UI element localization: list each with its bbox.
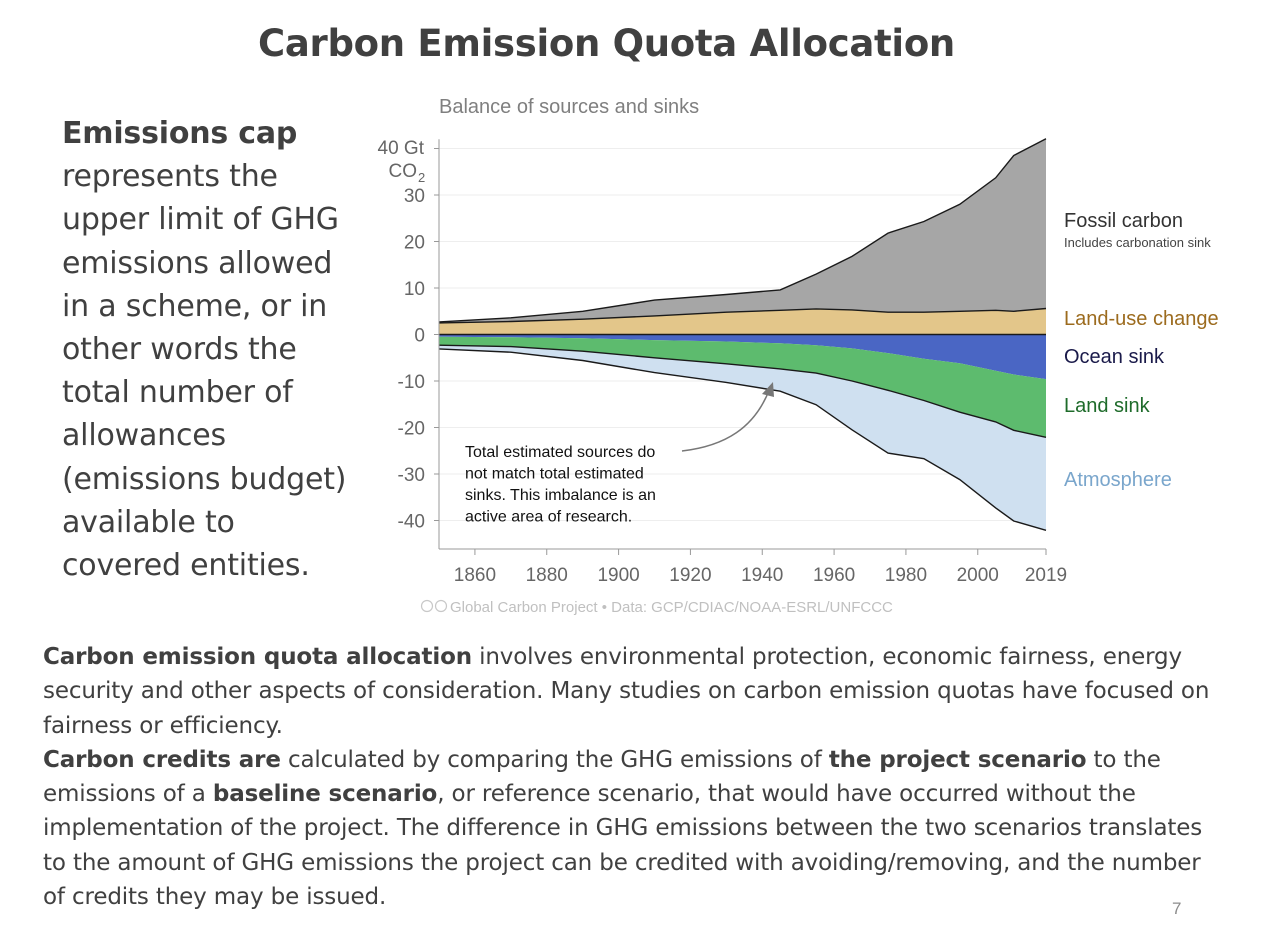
chart-footer: Global Carbon Project • Data: GCP/CDIAC/… bbox=[420, 599, 893, 616]
emissions-cap-definition: represents the upper limit of GHG emissi… bbox=[62, 159, 347, 584]
paragraph-quota-allocation: Carbon emission quota allocation involve… bbox=[43, 640, 1213, 743]
carbon-credits-text-3: , or reference scenario, that would have… bbox=[43, 781, 1203, 911]
chart-legend: Fossil carbon Land-use change Ocean sink La… bbox=[1064, 210, 1219, 491]
annotation-arrowhead bbox=[762, 382, 774, 397]
annotation-line: sinks. This imbalance is an bbox=[465, 487, 656, 504]
legend-atmosphere: Atmosphere bbox=[1064, 469, 1172, 491]
chart-footer-text: Global Carbon Project • Data: GCP/CDIAC/… bbox=[450, 599, 893, 616]
quota-allocation-text: involves environmental protection, econo… bbox=[43, 644, 1210, 739]
x-tick-label: 1920 bbox=[669, 565, 711, 586]
y-unit-co2: CO bbox=[389, 161, 418, 182]
emissions-cap-text: Emissions cap represents the upper limit… bbox=[62, 112, 362, 587]
sources-sinks-chart: 30 20 10 0 -10 -20 -30 -40 1860 1880 1900 1920 1940 1… bbox=[360, 88, 1260, 623]
y-tick-label: -10 bbox=[398, 372, 425, 393]
slide-title: Carbon Emission Quota Allocation bbox=[258, 22, 955, 65]
y-tick-label: -20 bbox=[398, 419, 425, 440]
land-use-change-area bbox=[439, 308, 1046, 335]
body-text: Carbon emission quota allocation involve… bbox=[43, 640, 1213, 914]
y-tick-label: 10 bbox=[404, 279, 425, 300]
carbon-credits-text-2: to the emissions of a bbox=[43, 746, 1161, 808]
fossil-carbon-line bbox=[438, 138, 1047, 323]
land-sink-area bbox=[439, 336, 1046, 438]
emissions-cap-term: Emissions cap bbox=[62, 116, 298, 151]
x-tick-label: 1960 bbox=[813, 565, 855, 586]
quota-allocation-term: Carbon emission quota allocation bbox=[43, 644, 472, 670]
by-license-icon bbox=[434, 599, 448, 613]
atmosphere-line bbox=[438, 348, 1047, 531]
ocean-sink-area bbox=[439, 334, 1046, 380]
y-tick-label: -40 bbox=[398, 512, 425, 533]
legend-land-use-change: Land-use change bbox=[1064, 308, 1219, 330]
page-number: 7 bbox=[1172, 899, 1182, 918]
x-tick-label: 1900 bbox=[597, 565, 639, 586]
baseline-scenario-term: baseline scenario bbox=[212, 781, 438, 808]
y-unit-co2-sub: 2 bbox=[418, 170, 425, 185]
annotation-line: active area of research. bbox=[465, 509, 632, 526]
x-tick-label: 1940 bbox=[741, 565, 783, 586]
legend-fossil-sublabel: Includes carbonation sink bbox=[1064, 235, 1211, 250]
annotation-line: Total estimated sources do bbox=[465, 444, 655, 461]
x-tick-label: 2000 bbox=[957, 565, 999, 586]
land-sink-line bbox=[438, 344, 1047, 438]
annotation-arrow bbox=[681, 387, 771, 452]
carbon-credits-text-1: calculated by comparing the GHG emission… bbox=[280, 746, 829, 773]
x-tick-label: 2019 bbox=[1025, 565, 1067, 586]
chart-areas bbox=[438, 138, 1047, 531]
cc-license-icon bbox=[420, 599, 434, 613]
y-unit-label: 40 Gt bbox=[378, 138, 425, 159]
x-tick-label: 1980 bbox=[885, 565, 927, 586]
y-tick-label: 20 bbox=[404, 233, 425, 254]
legend-ocean-sink: Ocean sink bbox=[1064, 346, 1165, 368]
chart-axes: 30 20 10 0 -10 -20 -30 -40 1860 1880 1900 1920 1940 1… bbox=[398, 139, 1067, 586]
chart-svg: 30 20 10 0 -10 -20 -30 -40 1860 1880 1900 1920 1940 1… bbox=[378, 96, 1219, 616]
legend-fossil-carbon: Fossil carbon bbox=[1064, 210, 1183, 232]
chart-title: Balance of sources and sinks bbox=[439, 96, 699, 118]
carbon-credits-term: Carbon credits are bbox=[43, 746, 281, 773]
legend-land-sink: Land sink bbox=[1064, 395, 1151, 417]
annotation-line: not match total estimated bbox=[465, 466, 644, 483]
y-unit-co2-base: CO bbox=[389, 161, 418, 182]
project-scenario-term: the project scenario bbox=[828, 746, 1087, 773]
y-tick-label: -30 bbox=[398, 465, 425, 486]
x-tick-label: 1860 bbox=[454, 565, 496, 586]
fossil-carbon-area bbox=[439, 138, 1046, 323]
y-tick-label: 0 bbox=[414, 326, 425, 347]
paragraph-carbon-credits: Carbon credits are calculated by compari… bbox=[43, 743, 1213, 914]
atmosphere-area bbox=[439, 345, 1046, 531]
x-tick-label: 1880 bbox=[526, 565, 568, 586]
y-tick-label: 30 bbox=[404, 186, 425, 207]
land-use-change-line bbox=[438, 307, 1047, 324]
imbalance-annotation: Total estimated sources do not match tota… bbox=[465, 382, 774, 526]
